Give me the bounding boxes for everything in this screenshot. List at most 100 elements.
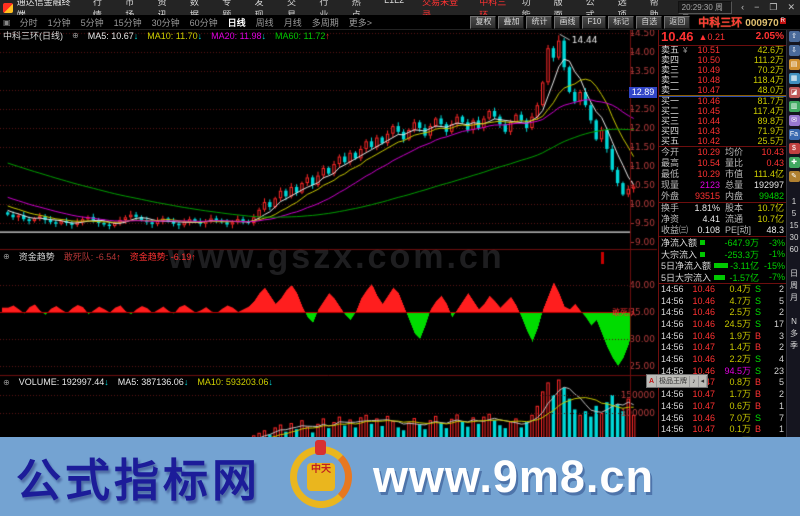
menu-item[interactable]: 专题 (222, 0, 232, 20)
floating-mini-toolbar[interactable]: A 极品王牌 ♪ ◂ (646, 374, 709, 388)
period-tab[interactable]: 多周期 (311, 17, 339, 28)
period-tab[interactable]: 日线 (227, 17, 246, 28)
mini-toolbar-button[interactable]: ◂ (699, 375, 708, 387)
menu-item[interactable]: 行情 (92, 0, 102, 20)
info-value: 0.108 (697, 224, 720, 235)
toolbar-button[interactable]: 复权 (470, 15, 497, 29)
strip-period-5[interactable]: 5 (791, 209, 797, 218)
period-tab[interactable]: 5分钟 (80, 17, 104, 28)
toolbar-button[interactable]: 画线 (554, 15, 581, 29)
menu-item[interactable]: 功能 (521, 0, 531, 20)
mini-toolbar-button[interactable]: 极品王牌 (657, 375, 691, 387)
fund-flow-label: 净流入额 (661, 238, 698, 249)
orderbook-row[interactable]: 卖二 10.48 118.4万 (659, 75, 787, 85)
draw-icon[interactable]: ✎ (788, 171, 800, 182)
message-icon[interactable]: ✉ (788, 115, 800, 126)
kline-style-icon[interactable]: ▥ (788, 101, 800, 112)
orderbook-volume: 48.0万 (757, 84, 784, 95)
menu-item[interactable]: 公式 (585, 0, 595, 20)
period-tab[interactable]: 30分钟 (151, 17, 180, 28)
period-tab[interactable]: 分时 (19, 17, 38, 28)
report-icon[interactable]: ▤ (788, 59, 800, 70)
strip-period-60[interactable]: 60 (789, 245, 799, 254)
mini-toolbar-button[interactable]: ♪ (690, 375, 699, 387)
strip-period-周[interactable]: 周 (790, 281, 798, 290)
collapse-icon[interactable]: ‹ (741, 2, 745, 12)
layout-grid-icon[interactable]: ▣ (3, 17, 11, 27)
period-tab[interactable]: 1分钟 (47, 17, 71, 28)
close-icon[interactable]: ✕ (787, 2, 796, 12)
period-tab[interactable]: 15分钟 (113, 17, 142, 28)
period-tab[interactable]: 60分钟 (189, 17, 218, 28)
orderbook-row[interactable]: 卖一 10.47 48.0万 (659, 85, 787, 95)
toolbar-button[interactable]: 返回 (664, 15, 691, 29)
orderbook-volume: 70.2万 (757, 64, 784, 75)
toolbar-button[interactable]: 叠加 (498, 15, 525, 29)
down-arrow-icon: ↓ (261, 30, 266, 41)
info-cell: 现量 2123 (659, 180, 723, 191)
orderbook-row[interactable]: 买三 10.44 89.8万 (659, 116, 787, 127)
menu-item[interactable]: 版面 (553, 0, 563, 20)
tick-direction: B (754, 342, 761, 353)
strip-period-30[interactable]: 30 (789, 233, 799, 242)
toolbar-button[interactable]: 自选 (636, 15, 663, 29)
strip-period-N[interactable]: N (791, 317, 797, 326)
orderbook-volume: 118.4万 (753, 74, 784, 85)
orderbook-row[interactable]: 买五 10.42 25.5万 (659, 136, 787, 146)
minimize-icon[interactable]: − (754, 2, 760, 12)
menu-item[interactable]: 选项 (617, 0, 627, 20)
down-arrow-icon: ↓ (133, 30, 139, 41)
period-tab[interactable]: 月线 (283, 17, 302, 28)
toolbar-button[interactable]: F10 (582, 15, 607, 29)
toolbar-button[interactable]: 标记 (608, 15, 635, 29)
period-tab[interactable]: 周线 (255, 17, 274, 28)
strip-period-日[interactable]: 日 (790, 269, 798, 278)
chart-grid-icon[interactable]: ▦ (788, 73, 800, 84)
menu-item[interactable]: 交易 (287, 0, 297, 20)
info-value: 93515 (694, 190, 720, 201)
tick-count: 5 (778, 295, 784, 306)
indicator-value: 资金趋势: -6.19↑ (130, 250, 196, 263)
tick-volume: 2.2万 (729, 354, 751, 365)
tick-count: 23 (773, 365, 784, 376)
mini-toolbar-button[interactable]: A (647, 375, 658, 387)
fund-icon[interactable]: $ (788, 143, 800, 154)
orderbook-row[interactable]: 卖五 ¥10.51 42.6万 (659, 46, 787, 56)
menu-item[interactable]: 数据 (189, 0, 199, 20)
expand-icon[interactable]: ⊕ (3, 252, 10, 261)
strip-period-多[interactable]: 多 (790, 329, 798, 338)
expand-icon[interactable]: ⊕ (72, 31, 79, 40)
menu-item[interactable]: L1L2 (376, 0, 412, 21)
trend-icon[interactable]: ◪ (788, 87, 800, 98)
expand-icon[interactable]: ⊕ (3, 377, 10, 387)
menu-item[interactable]: 市场 (125, 0, 135, 20)
period-tab[interactable]: 更多> (348, 17, 372, 28)
info-row: 净资 4.41 流通 10.7亿 (659, 214, 787, 225)
orderbook-row[interactable]: 卖三 10.49 70.2万 (659, 64, 787, 76)
maximize-icon[interactable]: ❐ (769, 2, 778, 12)
tick-volume: 4.7万 (729, 295, 751, 306)
f10-info-icon[interactable]: Fa (788, 129, 800, 140)
orderbook-row[interactable]: 卖四 10.50 111.2万 (659, 56, 787, 66)
orderbook-row[interactable]: 买四 10.43 71.9万 (659, 126, 787, 136)
menu-item[interactable]: 热点 (351, 0, 361, 20)
info-value: 111.4亿 (753, 168, 784, 179)
info-cell: 最低 10.29 (659, 169, 723, 180)
strip-period-季[interactable]: 季 (790, 341, 798, 350)
menu-item[interactable]: 行业 (319, 0, 329, 20)
scroll-up-icon[interactable]: ⇧ (788, 31, 800, 42)
strip-period-15[interactable]: 15 (789, 221, 799, 230)
fund-flow-bar (714, 263, 729, 269)
info-label: 总量 (725, 179, 744, 190)
menu-item[interactable]: 发现 (254, 0, 264, 20)
add-icon[interactable]: ✚ (788, 157, 800, 168)
orderbook-row[interactable]: 买一 10.46 81.7万 (659, 97, 787, 107)
scroll-down-icon[interactable]: ⇩ (788, 45, 800, 56)
menu-item[interactable]: 帮助 (649, 0, 659, 20)
strip-period-月[interactable]: 月 (790, 293, 798, 302)
menu-item[interactable]: 资讯 (157, 0, 167, 20)
strip-period-1[interactable]: 1 (791, 197, 797, 206)
toolbar-button[interactable]: 统计 (526, 15, 553, 29)
orderbook-row[interactable]: 买二 10.45 117.4万 (659, 107, 787, 117)
tick-time: 14:56 (661, 424, 684, 435)
